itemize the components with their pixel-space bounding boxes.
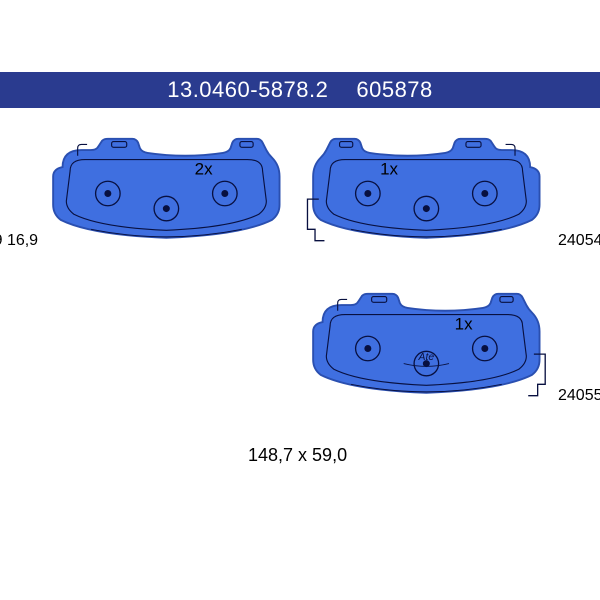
qty-label: 2x xyxy=(195,160,213,179)
short-code: 605878 xyxy=(356,77,432,103)
pad-24055: A‍te 1x xyxy=(312,290,552,411)
pad-23729: 2x xyxy=(52,135,292,256)
header-bar: 13.0460-5878.2 605878 xyxy=(0,72,600,108)
qty-label: 1x xyxy=(455,315,473,334)
part-number: 13.0460-5878.2 xyxy=(167,77,328,103)
pad-24054-ref-label: 24054 16,9 xyxy=(558,232,600,250)
qty-label: 1x xyxy=(380,160,398,179)
pad-24055-ref-label: 24055 16,9 xyxy=(558,387,600,405)
pad-24054: 1x xyxy=(312,135,552,256)
pad-23729-ref-label: 23729 16,9 xyxy=(0,232,38,250)
brand-logo: A‍te xyxy=(418,352,435,363)
dimension-label: 148,7 x 59,0 xyxy=(248,445,347,466)
